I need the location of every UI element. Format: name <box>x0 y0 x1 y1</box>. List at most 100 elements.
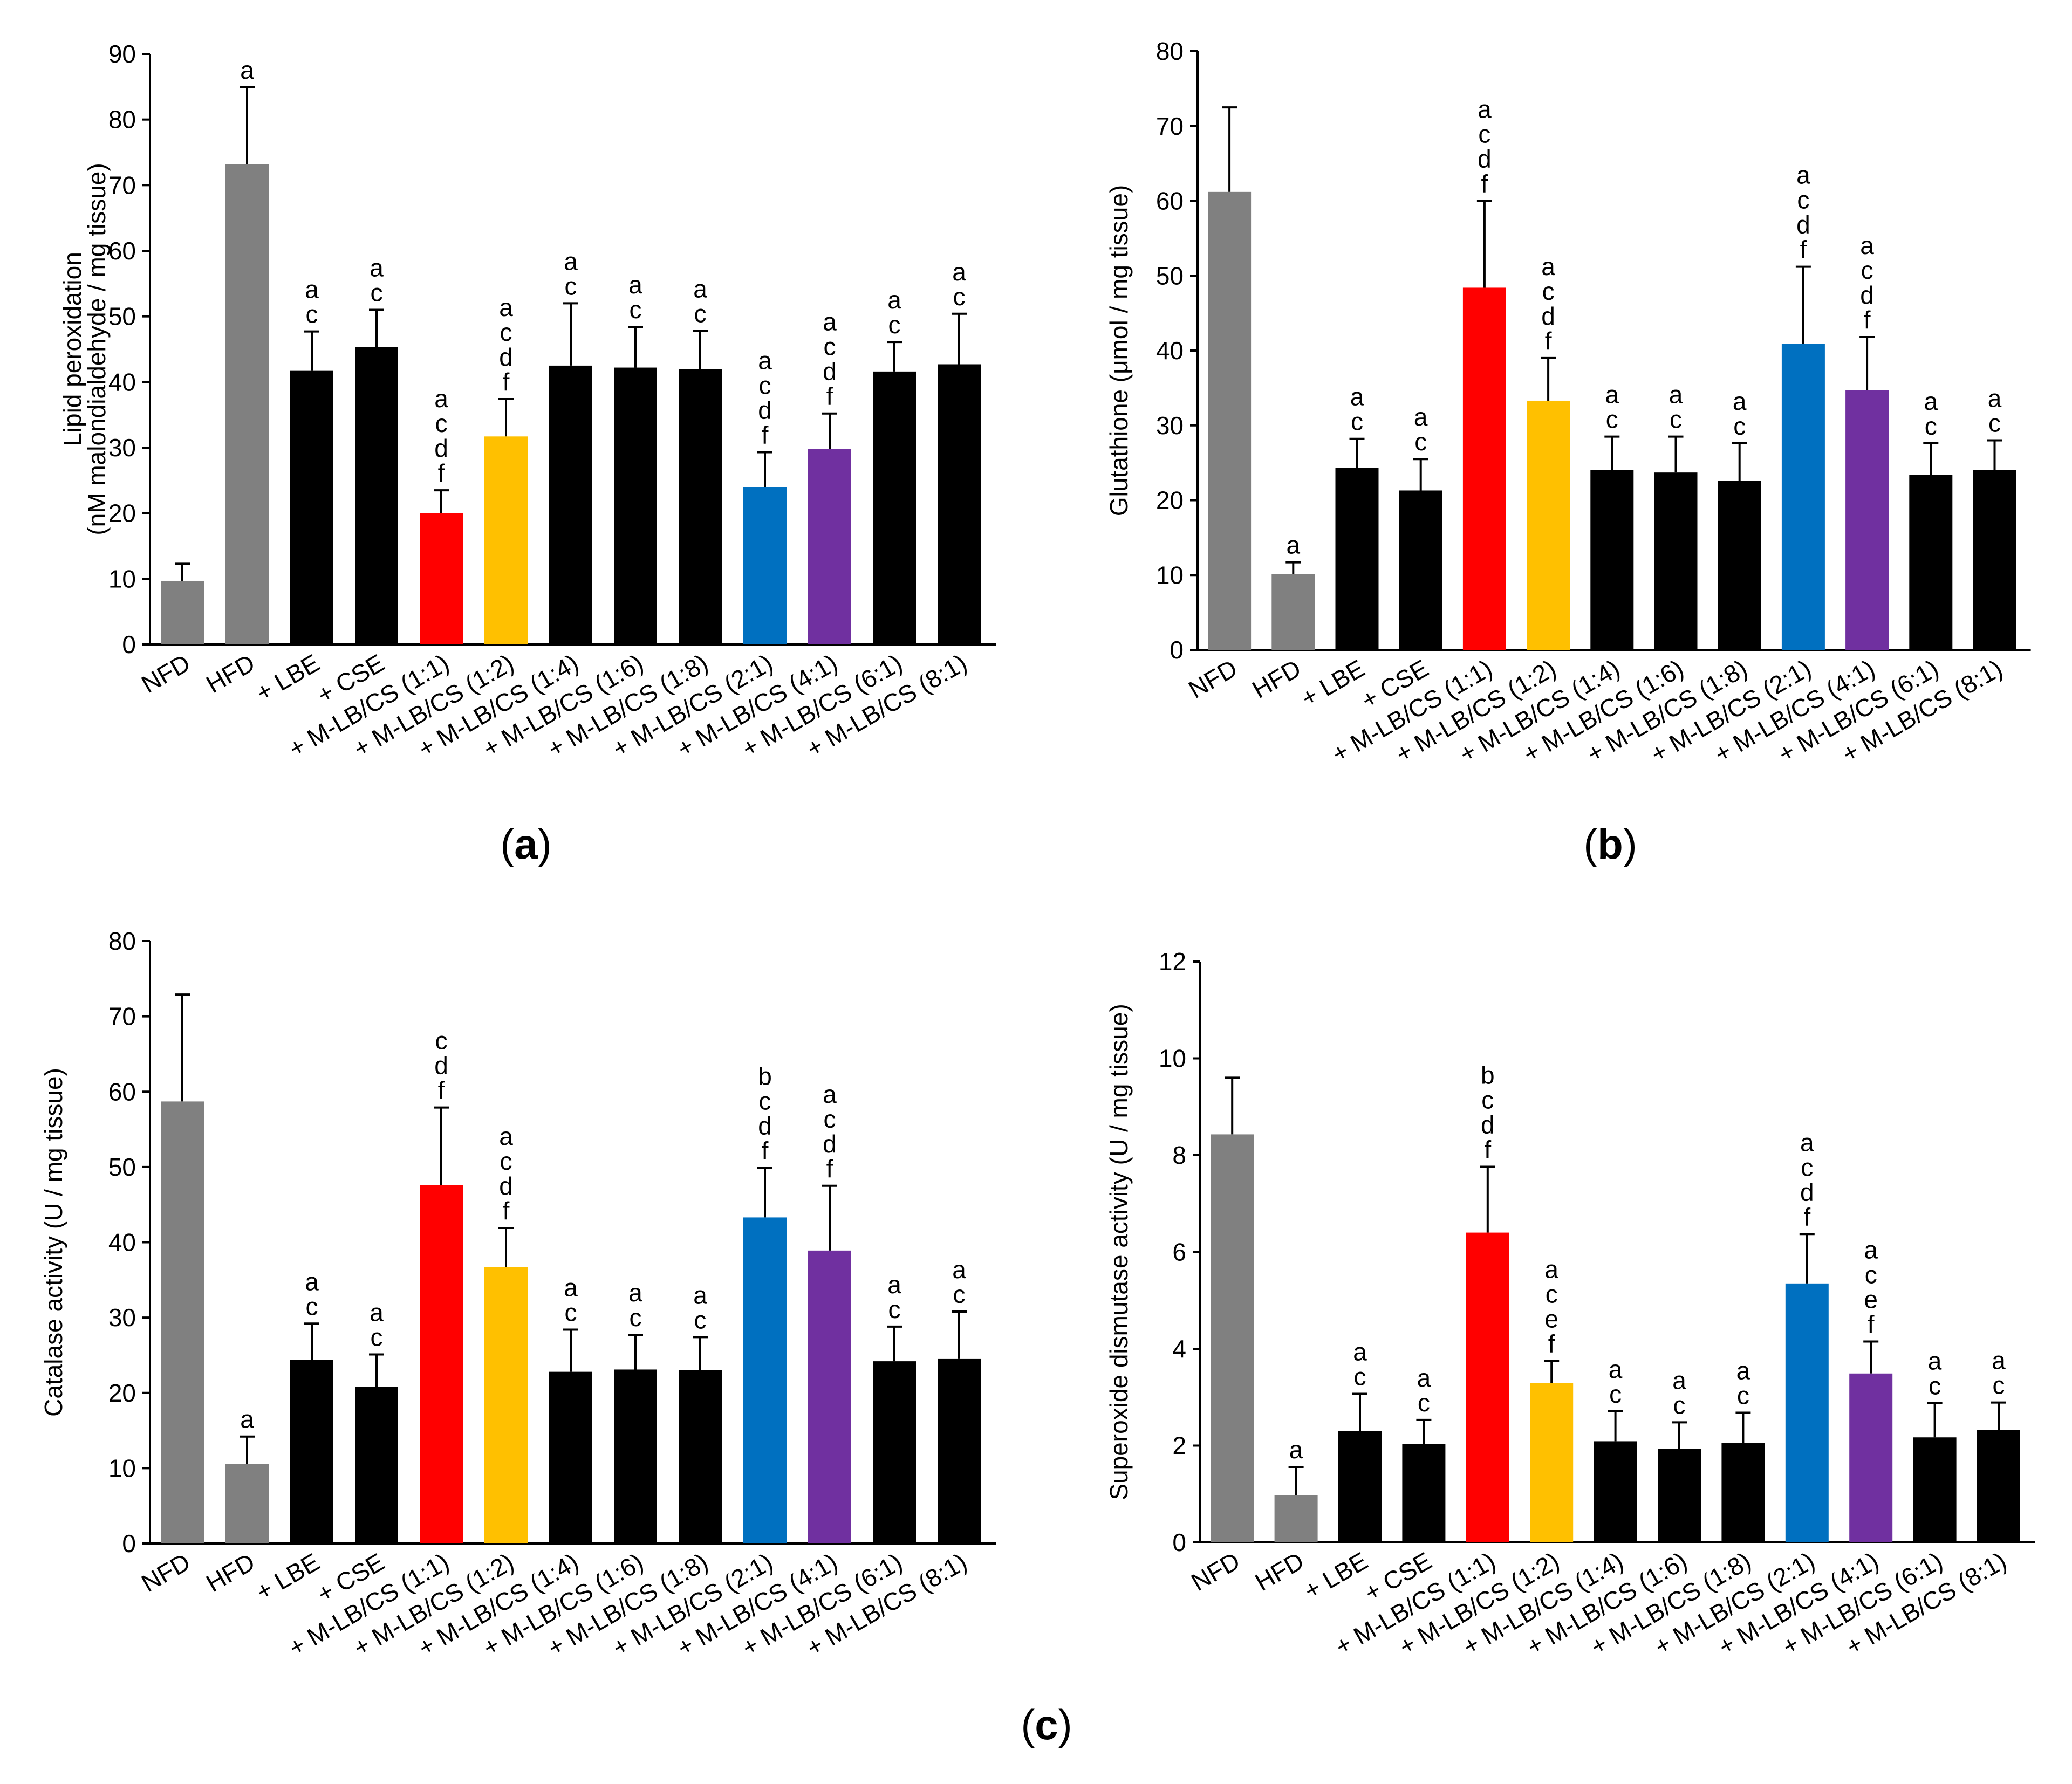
bar <box>1658 1449 1701 1542</box>
y-axis-title: Catalase activity (U / mg tissue) <box>39 1068 67 1417</box>
y-tick-label: 70 <box>108 1003 136 1031</box>
bar <box>484 436 528 644</box>
y-tick-label: 50 <box>1156 262 1184 290</box>
y-tick-label: 10 <box>1156 561 1184 589</box>
bar <box>1335 468 1379 650</box>
y-tick-label: 30 <box>108 1303 136 1332</box>
bar <box>1913 1437 1957 1542</box>
bar <box>1849 1373 1893 1542</box>
bar <box>1338 1431 1382 1542</box>
y-tick-label: 30 <box>1156 411 1184 440</box>
bar <box>808 1250 851 1543</box>
bar <box>1718 481 1761 650</box>
panel-caption-a: (a) <box>500 820 551 868</box>
y-axis-title-unit: (nM malondialdehyde / mg tissue) <box>83 163 111 535</box>
bar <box>1402 1444 1446 1542</box>
bar <box>290 370 333 644</box>
bar <box>1590 470 1634 650</box>
bar <box>938 1358 981 1543</box>
bar <box>1785 1283 1829 1542</box>
bar <box>225 1463 269 1543</box>
bar <box>1208 191 1252 650</box>
bar <box>679 1370 722 1543</box>
y-tick-label: 60 <box>108 237 136 265</box>
bar <box>549 365 592 644</box>
y-tick-label: 2 <box>1172 1432 1186 1460</box>
bar <box>355 1387 398 1543</box>
y-tick-label: 60 <box>1156 187 1184 215</box>
y-tick-label: 12 <box>1159 948 1186 976</box>
y-tick-label: 40 <box>108 368 136 396</box>
panel-caption-a-open: ( <box>500 820 514 868</box>
bar <box>1977 1430 2020 1542</box>
y-axis-title: Superoxide dismutase activity (U / mg ti… <box>1105 1004 1133 1500</box>
chart-lipid-peroxidation: 0 10 20 30 40 50 60 70 80 90 Lipid peroxidation(nM… <box>58 40 996 763</box>
y-tick-label: 50 <box>108 1153 136 1181</box>
bar <box>484 1267 528 1543</box>
bar <box>743 1217 787 1543</box>
bar <box>1271 574 1315 650</box>
bar <box>873 371 916 644</box>
bar <box>743 487 787 644</box>
y-tick-label: 10 <box>108 1454 136 1482</box>
panel-caption-c-open: ( <box>1021 1701 1035 1748</box>
bar <box>1462 287 1506 650</box>
significance-label: a <box>1289 1436 1303 1464</box>
chart-superoxide-dismutase-activity: 0 2 4 6 8 10 12 Superoxide dismutase activity (… <box>1105 948 2035 1661</box>
y-tick-label: 40 <box>1156 337 1184 365</box>
bar <box>614 367 657 644</box>
bar <box>938 364 981 644</box>
panel-caption-b-open: ( <box>1583 820 1597 868</box>
panel-caption-b-close: ) <box>1623 820 1637 868</box>
y-tick-label: 90 <box>108 40 136 68</box>
y-tick-label: 20 <box>1156 486 1184 514</box>
bar <box>1466 1232 1509 1542</box>
y-tick-label: 0 <box>1172 1528 1186 1556</box>
panel-caption-c: (c) <box>1021 1701 1072 1748</box>
bar <box>1909 475 1953 650</box>
bar <box>1530 1383 1574 1542</box>
significance-label: a <box>240 56 254 84</box>
y-tick-label: 50 <box>108 303 136 331</box>
bar <box>225 164 269 644</box>
y-tick-label: 0 <box>1170 636 1184 664</box>
bar <box>808 449 851 644</box>
y-tick-label: 70 <box>1156 112 1184 140</box>
bar <box>1721 1443 1765 1542</box>
y-tick-label: 40 <box>108 1229 136 1257</box>
